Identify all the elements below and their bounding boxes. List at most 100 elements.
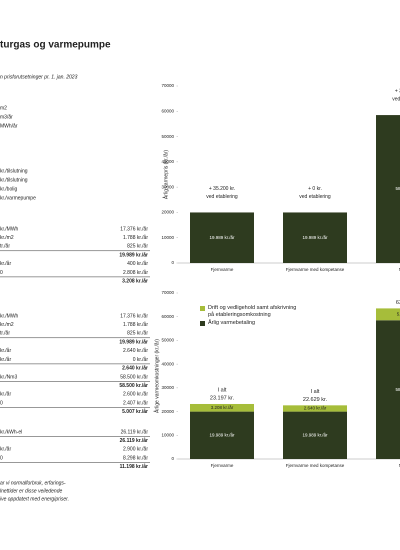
bar	[376, 115, 400, 263]
row-value: 825 kr./år	[127, 243, 148, 250]
value-label: 58.500 kr./år	[395, 185, 400, 191]
row-label: kr./MWh	[0, 313, 19, 319]
annotation: ved etablering	[299, 194, 331, 200]
row-value: 400 kr./år	[127, 260, 148, 267]
y-tick-label: 20000	[161, 210, 174, 215]
y-tick-label: 30000	[161, 184, 174, 189]
input-unit: MWh/år	[0, 122, 18, 129]
row-label: kr./m2	[0, 235, 14, 241]
y-tick-label: 0	[171, 260, 174, 265]
row-value: 8.298 kr./år	[123, 454, 148, 461]
row-label: 0	[0, 270, 3, 276]
legend-swatch	[200, 321, 205, 326]
bar-segment	[283, 405, 347, 412]
value-label: 2.640 kr./år	[304, 405, 327, 411]
input-unit: m2	[0, 105, 7, 111]
total-label: 63.507 kr.	[396, 300, 400, 306]
row-label: kr./m2	[0, 322, 14, 328]
input-unit: kr./tilslutning	[0, 168, 28, 174]
row-value: 1.788 kr./år	[123, 321, 148, 328]
x-tick-label: Fjernvarme med kompetanse	[286, 267, 345, 272]
y-axis-title: Årlige varmeomkostninger (kr./år)	[153, 339, 160, 413]
row-total: 19.989 kr./år	[119, 251, 148, 258]
footnote: ar vi normalforbruk, erfarings-	[0, 480, 66, 486]
row-label: kr./år	[0, 391, 11, 398]
y-tick-label: 10000	[161, 235, 174, 240]
row-total: 19.989 kr./år	[119, 338, 148, 345]
row-label: 0	[0, 400, 3, 406]
row-value: 58.500 kr./år	[120, 373, 148, 380]
footnote: lnettider er disse veiledende	[0, 488, 62, 494]
value-label: 19.989 kr./år	[209, 431, 235, 437]
total-label: I alt	[311, 389, 320, 395]
row-label: kr./år	[0, 260, 11, 267]
total-label: 23.197 kr.	[210, 395, 235, 401]
bar-segment	[283, 411, 347, 459]
row-value: 0 kr./år	[133, 356, 149, 363]
value-label: 19.989 kr./år	[302, 431, 328, 437]
row-label: tr./år	[0, 243, 10, 250]
row-label: kr./Nm3	[0, 374, 17, 380]
legend: Drift og vedligehold samt afskrivning på…	[200, 305, 300, 329]
row-value: 2.808 kr./år	[123, 269, 148, 276]
input-unit: kr./tilslutning	[0, 177, 28, 183]
y-tick-label: 70000	[161, 290, 174, 295]
title: turgas og varmepumpe	[0, 40, 111, 51]
row-label: 0	[0, 455, 3, 461]
row-value: 2.900 kr./år	[123, 446, 148, 453]
total-label: I alt	[218, 387, 227, 393]
y-tick-label: 60000	[161, 108, 174, 113]
bar	[190, 212, 254, 263]
footnote: ive oppdatert med energipriser.	[0, 496, 69, 502]
annotation: ved etablering	[392, 96, 400, 102]
row-total: 11.198 kr./år	[120, 463, 148, 470]
y-tick-label: 70000	[161, 83, 174, 88]
bar-segment	[190, 403, 254, 412]
annotation: + 35.200 kr.	[209, 186, 235, 192]
total-label: 22.629 kr.	[303, 397, 328, 403]
x-tick-label: Fjernvarme	[211, 463, 234, 468]
annotation: + 30.000 kr.	[395, 88, 400, 94]
row-label: kr./MWh	[0, 226, 19, 232]
x-tick-label: Naturgas	[399, 267, 400, 272]
y-tick-label: 50000	[161, 338, 174, 343]
row-label: tr./år	[0, 330, 10, 337]
legend-item: Årlig varmebetaling	[200, 320, 300, 327]
row-label: kr./år	[0, 347, 11, 354]
value-label: 19.989 kr./år	[209, 234, 235, 240]
row-total: 26.119 kr./år	[120, 437, 148, 444]
annotation: + 0 kr.	[308, 186, 322, 192]
value-label: 5.007 kr./år	[397, 311, 400, 317]
row-value: 825 kr./år	[127, 330, 148, 337]
value-label: 58.500 kr./år	[395, 386, 400, 392]
row-value: 17.376 kr./år	[120, 312, 148, 319]
y-axis-title: Årlig varmepris (kr./år)	[162, 150, 169, 200]
row-total: 2.640 kr./år	[122, 365, 148, 372]
row-total: 3.208 kr./år	[122, 278, 148, 285]
y-tick-label: 40000	[161, 361, 174, 366]
input-unit: kr./bolig	[0, 186, 17, 192]
row-label: kr./kWh-el	[0, 429, 22, 435]
legend-label: Årlig varmebetaling	[208, 320, 256, 326]
row-total: 58.500 kr./år	[119, 382, 148, 389]
value-label: 19.989 kr./år	[302, 234, 328, 240]
y-tick-label: 60000	[161, 314, 174, 319]
row-value: 2.640 kr./år	[123, 347, 148, 354]
input-unit: kr./varmepumpe	[0, 195, 36, 201]
y-tick-label: 0	[171, 456, 174, 461]
subtitle: n prisforutsetninger pr. 1. jan. 2023	[0, 74, 78, 80]
x-tick-label: Fjernvarme	[211, 267, 234, 272]
annotation: ved etablering	[206, 194, 238, 200]
row-value: 1.788 kr./år	[123, 234, 148, 241]
input-unit: m3/år	[0, 113, 13, 120]
y-tick-label: 10000	[161, 432, 174, 437]
y-tick-label: 30000	[161, 385, 174, 390]
x-tick-label: Fjernvarme med kompetanse	[286, 463, 345, 468]
row-label: kr./år	[0, 446, 11, 453]
row-value: 17.376 kr./år	[120, 225, 148, 232]
y-tick-label: 40000	[161, 159, 174, 164]
row-value: 2.407 kr./år	[123, 399, 148, 406]
bar-segment	[190, 411, 254, 459]
